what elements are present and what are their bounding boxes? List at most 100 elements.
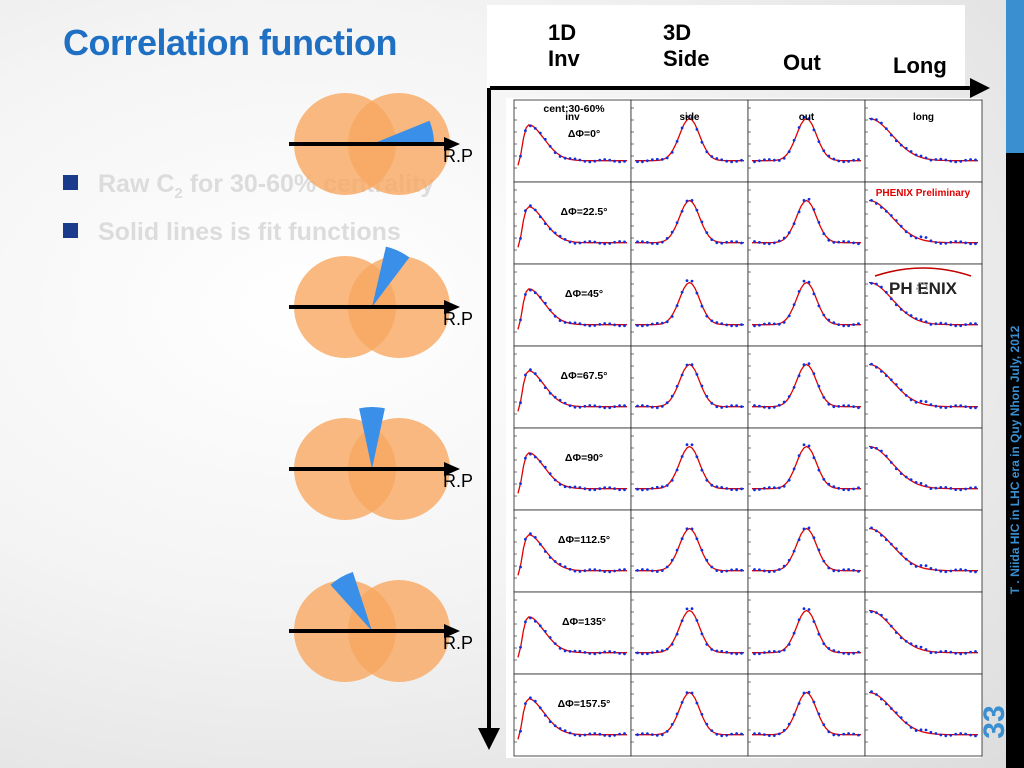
data-point <box>519 645 522 649</box>
data-point <box>529 532 532 536</box>
data-point <box>767 734 771 737</box>
data-point <box>767 242 771 246</box>
data-point <box>665 401 669 405</box>
data-point <box>807 197 811 201</box>
data-point <box>740 241 743 245</box>
data-point <box>593 568 597 571</box>
data-point <box>787 722 791 726</box>
data-point <box>740 651 743 655</box>
data-point <box>710 401 714 405</box>
data-point <box>573 569 577 573</box>
data-point <box>847 240 850 244</box>
data-point <box>929 158 933 162</box>
data-point <box>842 160 846 164</box>
data-point <box>613 650 616 654</box>
data-point <box>558 647 562 650</box>
data-point <box>675 712 679 716</box>
data-point <box>588 568 592 572</box>
data-point <box>524 702 527 705</box>
data-point <box>884 454 888 458</box>
data-point <box>548 636 552 639</box>
data-point <box>573 241 577 245</box>
data-point <box>720 241 724 245</box>
data-point <box>613 405 616 408</box>
sidebar-dark <box>1006 153 1024 768</box>
data-point <box>904 146 908 150</box>
data-point <box>772 734 776 737</box>
data-point <box>636 160 639 164</box>
overlap-diagram <box>289 93 460 195</box>
data-point <box>618 160 621 164</box>
data-point <box>543 222 547 226</box>
data-point <box>670 479 674 482</box>
data-point <box>787 231 791 235</box>
data-point <box>827 566 831 570</box>
panel-frame <box>864 345 983 429</box>
data-point <box>934 651 938 654</box>
data-point <box>974 486 977 489</box>
data-point <box>655 406 659 410</box>
data-point <box>636 651 639 655</box>
data-point <box>807 280 811 284</box>
data-point <box>884 702 888 706</box>
data-point <box>735 732 738 735</box>
data-point <box>583 159 587 163</box>
data-point <box>880 370 883 373</box>
data-point <box>807 117 811 120</box>
data-point <box>665 237 669 240</box>
data-point <box>593 404 597 408</box>
data-point <box>847 732 850 735</box>
data-point <box>763 733 766 736</box>
data-point <box>593 240 597 244</box>
rp-label: R.P <box>443 309 474 329</box>
data-point <box>758 488 761 491</box>
data-point <box>944 570 948 574</box>
reaction-plane-diagrams <box>289 93 460 682</box>
logo-arc <box>874 267 972 277</box>
data-point <box>568 404 572 408</box>
data-point <box>827 482 831 486</box>
data-point <box>812 128 816 132</box>
panel-frame <box>513 427 632 511</box>
data-point <box>772 650 776 653</box>
data-point <box>934 404 938 408</box>
data-point <box>730 568 733 572</box>
correlation-panel <box>747 509 866 593</box>
data-point <box>588 240 592 243</box>
data-point <box>665 156 669 160</box>
data-point <box>618 404 621 408</box>
data-point <box>889 297 893 301</box>
data-point <box>650 651 654 654</box>
data-point <box>944 241 948 245</box>
data-point <box>690 527 694 531</box>
data-point <box>608 570 612 574</box>
data-point <box>558 483 562 486</box>
data-point <box>680 619 684 623</box>
data-point <box>725 487 729 490</box>
data-point <box>954 732 958 736</box>
data-point <box>964 241 967 245</box>
data-point <box>725 650 729 654</box>
data-point <box>623 732 626 735</box>
data-point <box>832 649 836 652</box>
data-point <box>817 140 821 144</box>
data-point <box>730 240 733 243</box>
data-point <box>763 651 766 654</box>
data-point <box>929 567 933 570</box>
data-point <box>603 242 607 246</box>
data-point <box>548 472 552 476</box>
data-point <box>929 651 933 655</box>
data-point <box>598 241 602 245</box>
data-point <box>548 391 552 395</box>
data-point <box>753 652 756 656</box>
data-point <box>588 652 592 655</box>
data-point <box>690 116 694 119</box>
data-point <box>969 406 972 410</box>
data-point <box>914 236 918 240</box>
data-point <box>548 144 552 148</box>
data-point <box>880 206 883 209</box>
data-point <box>715 321 719 324</box>
data-point <box>646 404 649 408</box>
data-point <box>904 721 908 725</box>
